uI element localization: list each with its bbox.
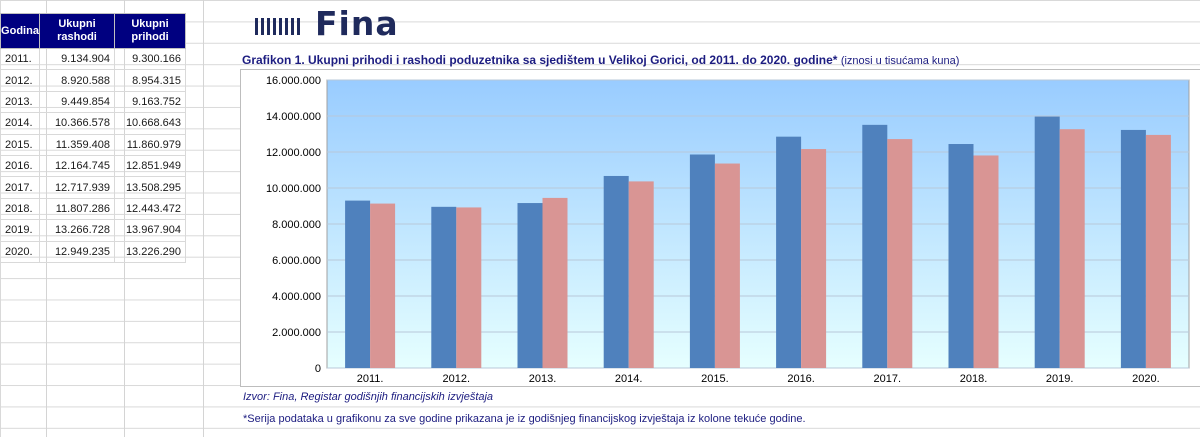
cell-income[interactable]: 10.668.643 xyxy=(114,112,186,135)
cell-year[interactable]: 2013. xyxy=(0,90,40,114)
logo-text: Fina xyxy=(315,4,399,43)
x-tick-label: 2018. xyxy=(960,373,988,385)
cell-income[interactable]: 12.443.472 xyxy=(114,197,186,221)
header-year[interactable]: Godina xyxy=(0,13,40,49)
header-income[interactable]: Ukupni prihodi xyxy=(114,13,186,49)
footnote: *Serija podataka u grafikonu za sve godi… xyxy=(243,413,806,425)
bar-expenses xyxy=(887,139,913,368)
x-tick-label: 2013. xyxy=(529,373,557,385)
table-row: 2015. 11.359.408 11.860.979 xyxy=(0,133,186,156)
cell-expenses[interactable]: 13.266.728 xyxy=(39,219,115,242)
chart-title-units: (iznosi u tisućama kuna) xyxy=(840,55,960,67)
bar-expenses xyxy=(801,149,827,368)
cell-income[interactable]: 11.860.979 xyxy=(114,133,186,156)
x-axis-ticks: 2011. 2012. 2013. 2014. 2015. 2016. 2017. 2018.… xyxy=(357,373,1160,385)
column-divider xyxy=(203,0,204,437)
y-tick-label: 8.000.000 xyxy=(272,219,321,231)
x-tick-label: 2019. xyxy=(1046,373,1074,385)
bar-income xyxy=(1120,129,1146,368)
cell-expenses[interactable]: 9.134.904 xyxy=(39,47,115,71)
x-tick-label: 2016. xyxy=(787,373,815,385)
bar-expenses xyxy=(973,155,999,368)
cell-year[interactable]: 2019. xyxy=(0,219,40,242)
bar-income xyxy=(431,206,457,368)
chart-title: Grafikon 1. Ukupni prihodi i rashodi pod… xyxy=(242,53,959,67)
bar-income xyxy=(776,136,802,368)
x-tick-label: 2012. xyxy=(443,373,471,385)
y-tick-label: 4.000.000 xyxy=(272,291,321,303)
cell-expenses[interactable]: 9.449.854 xyxy=(39,90,115,114)
bar-expenses xyxy=(542,197,568,368)
bar-income xyxy=(689,154,715,368)
table-body: 2011. 9.134.904 9.300.166 2012. 8.920.588 8.9… xyxy=(0,47,186,263)
y-tick-label: 6.000.000 xyxy=(272,255,321,267)
header-expenses[interactable]: Ukupni rashodi xyxy=(39,13,115,49)
bar-income xyxy=(862,124,888,368)
table-row: 2014. 10.366.578 10.668.643 xyxy=(0,112,186,135)
x-tick-label: 2015. xyxy=(701,373,729,385)
data-table: Godina Ukupni rashodi Ukupni prihodi 201… xyxy=(0,13,186,263)
cell-income[interactable]: 13.967.904 xyxy=(114,219,186,242)
bar-income xyxy=(1034,116,1060,368)
cell-expenses[interactable]: 12.717.939 xyxy=(39,176,115,199)
cell-income[interactable]: 9.300.166 xyxy=(114,47,186,71)
bar-chart: 0 2.000.000 4.000.000 6.000.000 8.000.000 10.… xyxy=(266,75,1190,385)
table-row: 2017. 12.717.939 13.508.295 xyxy=(0,176,186,199)
y-tick-label: 10.000.000 xyxy=(266,183,321,195)
x-tick-label: 2014. xyxy=(615,373,643,385)
y-axis-ticks: 0 2.000.000 4.000.000 6.000.000 8.000.000 10.… xyxy=(266,75,321,375)
x-tick-label: 2020. xyxy=(1132,373,1160,385)
x-tick-label: 2017. xyxy=(874,373,902,385)
cell-income[interactable]: 13.508.295 xyxy=(114,176,186,199)
cell-year[interactable]: 2020. xyxy=(0,240,40,263)
cell-expenses[interactable]: 12.949.235 xyxy=(39,240,115,263)
cell-expenses[interactable]: 10.366.578 xyxy=(39,112,115,135)
cell-income[interactable]: 9.163.752 xyxy=(114,90,186,114)
table-row: 2011. 9.134.904 9.300.166 xyxy=(0,47,186,71)
x-tick-label: 2011. xyxy=(357,373,384,385)
cell-expenses[interactable]: 8.920.588 xyxy=(39,69,115,92)
table-row: 2018. 11.807.286 12.443.472 xyxy=(0,197,186,221)
table-row: 2020. 12.949.235 13.226.290 xyxy=(0,240,186,263)
table-row: 2016. 12.164.745 12.851.949 xyxy=(0,154,186,178)
bar-expenses xyxy=(628,181,654,368)
cell-income[interactable]: 8.954.315 xyxy=(114,69,186,92)
bar-income xyxy=(603,175,629,368)
y-tick-label: 14.000.000 xyxy=(266,111,321,123)
bar-income xyxy=(345,200,371,368)
bar-income xyxy=(948,144,974,368)
source-note: Izvor: Fina, Registar godišnjih financij… xyxy=(243,391,494,403)
cell-expenses[interactable]: 11.807.286 xyxy=(39,197,115,221)
cell-year[interactable]: 2016. xyxy=(0,154,40,178)
table-header-row: Godina Ukupni rashodi Ukupni prihodi xyxy=(0,13,186,49)
cell-year[interactable]: 2015. xyxy=(0,133,40,156)
y-tick-label: 16.000.000 xyxy=(266,75,321,87)
bar-income xyxy=(517,203,543,368)
cell-year[interactable]: 2011. xyxy=(0,47,40,71)
chart-area: 0 2.000.000 4.000.000 6.000.000 8.000.000 10.… xyxy=(240,69,1200,387)
cell-year[interactable]: 2014. xyxy=(0,112,40,135)
cell-expenses[interactable]: 12.164.745 xyxy=(39,154,115,178)
bar-expenses xyxy=(1145,134,1171,368)
y-tick-label: 0 xyxy=(315,363,321,375)
bar-expenses xyxy=(714,163,740,368)
cell-year[interactable]: 2017. xyxy=(0,176,40,199)
table-row: 2019. 13.266.728 13.967.904 xyxy=(0,219,186,242)
chart-title-main: Grafikon 1. Ukupni prihodi i rashodi pod… xyxy=(242,53,838,67)
cell-year[interactable]: 2018. xyxy=(0,197,40,221)
cell-expenses[interactable]: 11.359.408 xyxy=(39,133,115,156)
bar-expenses xyxy=(1059,129,1085,368)
cell-income[interactable]: 12.851.949 xyxy=(114,154,186,178)
y-tick-label: 12.000.000 xyxy=(266,147,321,159)
cell-year[interactable]: 2012. xyxy=(0,69,40,92)
bar-expenses xyxy=(456,207,482,368)
logo-bars-icon xyxy=(255,18,300,35)
bar-expenses xyxy=(370,203,396,368)
cell-income[interactable]: 13.226.290 xyxy=(114,240,186,263)
table-row: 2012. 8.920.588 8.954.315 xyxy=(0,69,186,92)
table-row: 2013. 9.449.854 9.163.752 xyxy=(0,90,186,114)
bars xyxy=(345,116,1171,368)
y-tick-label: 2.000.000 xyxy=(272,327,321,339)
